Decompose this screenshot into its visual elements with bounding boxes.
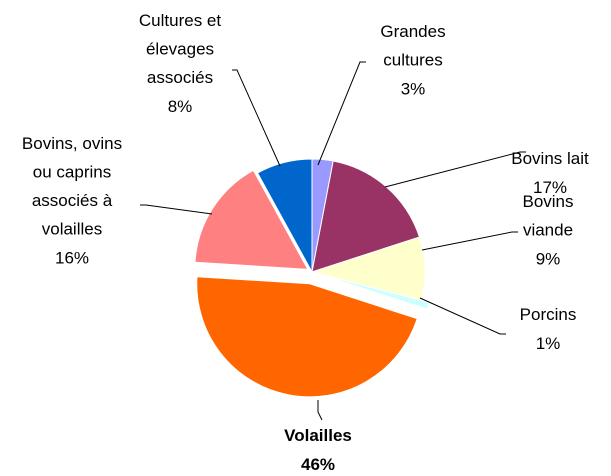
value-label: 1%: [536, 334, 561, 353]
leader-line: [384, 151, 526, 188]
value-label: 9%: [536, 249, 561, 268]
slice-label: Bovins viande: [522, 192, 573, 240]
leader-line: [140, 204, 213, 215]
slice-label: Volailles: [284, 426, 352, 445]
pie-slice: [194, 169, 309, 270]
leader-line: [317, 400, 323, 421]
slice-label: Cultures et élevages associés: [139, 11, 221, 87]
leader-line: [317, 61, 366, 166]
slice-label: Bovins, ovins ou caprins associés à volaill…: [22, 134, 122, 239]
slice-label: Porcins: [520, 305, 577, 324]
slice-label: Grandes cultures: [380, 22, 445, 70]
pie-slice: [311, 160, 421, 273]
pie-slice: [256, 158, 313, 273]
value-label: 46%: [301, 455, 335, 474]
value-label: 17%: [533, 178, 567, 197]
value-label: 16%: [55, 248, 89, 267]
value-label: 3%: [401, 79, 426, 98]
leader-line: [421, 231, 518, 251]
leader-line: [232, 69, 281, 167]
leader-line: [419, 297, 506, 335]
slice-label: Bovins lait: [511, 149, 589, 168]
pie-slice: [196, 276, 418, 398]
value-label: 8%: [168, 97, 193, 116]
